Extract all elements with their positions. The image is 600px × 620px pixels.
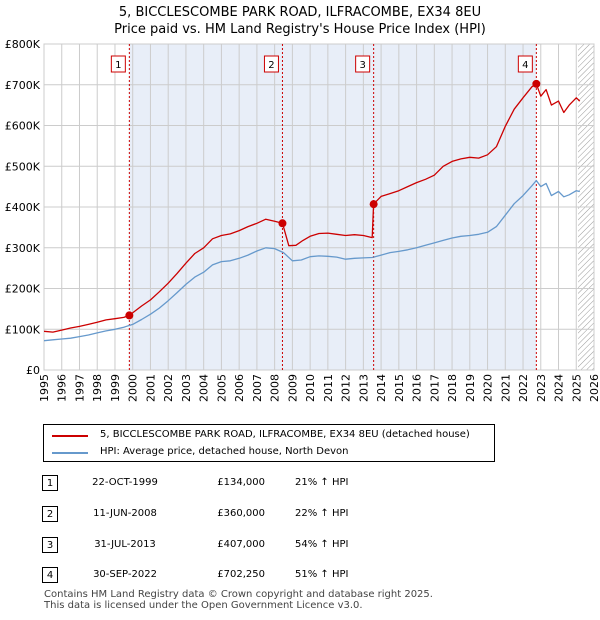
transaction-number: 1 (42, 475, 58, 491)
transaction-row: 3 31-JUL-2013 £407,000 54% ↑ HPI (0, 537, 600, 555)
transaction-date: 11-JUN-2008 (93, 508, 157, 519)
x-tick-label: 2018 (446, 374, 459, 402)
transaction-price: £702,250 (217, 569, 265, 580)
sale-marker (532, 79, 541, 88)
transaction-price: £407,000 (217, 539, 265, 550)
y-tick-label: £600K (5, 120, 41, 133)
legend-swatch-hpi (52, 452, 88, 454)
x-tick-label: 2003 (180, 374, 193, 402)
legend-item-hpi: HPI: Average price, detached house, Nort… (44, 444, 494, 462)
x-tick-label: 2019 (464, 374, 477, 402)
x-tick-label: 1996 (56, 374, 69, 402)
transaction-hpi-diff: 21% ↑ HPI (295, 477, 349, 488)
x-tick-label: 1995 (38, 374, 51, 402)
sale-number-label: 3 (359, 60, 365, 71)
chart-title-address: 5, BICCLESCOMBE PARK ROAD, ILFRACOMBE, E… (118, 5, 482, 20)
x-tick-label: 2025 (570, 374, 583, 402)
transaction-hpi-diff: 54% ↑ HPI (295, 539, 349, 550)
x-tick-label: 2005 (215, 374, 228, 402)
x-tick-label: 2021 (499, 374, 512, 402)
sale-marker (278, 219, 287, 228)
transaction-row: 4 30-SEP-2022 £702,250 51% ↑ HPI (0, 567, 600, 585)
sale-number-box (110, 55, 126, 73)
transaction-hpi-diff: 51% ↑ HPI (295, 569, 349, 580)
sale-number-box (263, 55, 279, 73)
y-tick-label: £200K (5, 283, 41, 296)
sale-marker (369, 200, 378, 209)
transaction-row: 2 11-JUN-2008 £360,000 22% ↑ HPI (0, 506, 600, 524)
y-tick-label: £300K (5, 242, 41, 255)
sale-number-box (517, 55, 533, 73)
x-tick-label: 2016 (411, 374, 424, 402)
y-tick-label: £0 (26, 364, 40, 377)
legend: 5, BICCLESCOMBE PARK ROAD, ILFRACOMBE, E… (43, 424, 495, 462)
transaction-price: £360,000 (217, 508, 265, 519)
sale-number-label: 1 (115, 60, 121, 71)
transaction-date: 31-JUL-2013 (94, 539, 156, 550)
transaction-date: 22-OCT-1999 (92, 477, 158, 488)
x-tick-label: 1997 (73, 374, 86, 402)
x-tick-label: 2014 (375, 374, 388, 402)
x-tick-label: 2010 (304, 374, 317, 402)
x-tick-label: 2023 (535, 374, 548, 402)
x-tick-label: 2022 (517, 374, 530, 402)
x-tick-label: 2020 (482, 374, 495, 402)
legend-swatch-property (52, 435, 88, 437)
transaction-number: 2 (42, 506, 58, 522)
sale-marker (125, 311, 134, 320)
price-chart: 1 2 3 4 £0 £100K £200K £300K £400K £500K £600K £70… (5, 38, 600, 402)
x-tick-label: 2006 (233, 374, 246, 402)
x-tick-label: 2024 (553, 374, 566, 402)
legend-item-property: 5, BICCLESCOMBE PARK ROAD, ILFRACOMBE, E… (44, 427, 494, 445)
x-tick-label: 2012 (340, 374, 353, 402)
x-tick-label: 1998 (91, 374, 104, 402)
x-tick-label: 2004 (198, 374, 211, 402)
legend-label-property: 5, BICCLESCOMBE PARK ROAD, ILFRACOMBE, E… (100, 429, 470, 440)
x-tick-label: 2009 (286, 374, 299, 402)
transaction-number: 3 (42, 537, 58, 553)
x-tick-label: 2011 (322, 374, 335, 402)
x-tick-label: 2017 (428, 374, 441, 402)
transaction-number: 4 (42, 567, 58, 583)
x-tick-label: 1999 (109, 374, 122, 402)
x-tick-label: 2026 (588, 374, 600, 402)
x-tick-label: 2007 (251, 374, 264, 402)
y-tick-label: £800K (5, 38, 41, 51)
x-tick-label: 2000 (127, 374, 140, 402)
transaction-hpi-diff: 22% ↑ HPI (295, 508, 349, 519)
y-tick-label: £400K (5, 201, 41, 214)
transaction-price: £134,000 (217, 477, 265, 488)
transaction-row: 1 22-OCT-1999 £134,000 21% ↑ HPI (0, 475, 600, 493)
sale-number-label: 2 (268, 60, 274, 71)
plot-border (43, 43, 595, 371)
legend-label-hpi: HPI: Average price, detached house, Nort… (100, 446, 349, 457)
transaction-date: 30-SEP-2022 (93, 569, 157, 580)
chart-subtitle: Price paid vs. HM Land Registry's House … (114, 22, 486, 37)
y-tick-label: £100K (5, 323, 41, 336)
x-tick-label: 2002 (162, 374, 175, 402)
property-price-line (44, 83, 581, 333)
copyright-footer: Contains HM Land Registry data © Crown c… (44, 589, 433, 611)
x-tick-label: 2001 (144, 374, 157, 402)
y-tick-label: £700K (5, 79, 41, 92)
sale-number-label: 4 (522, 60, 528, 71)
hpi-line (44, 179, 580, 342)
y-tick-label: £500K (5, 160, 41, 173)
sale-number-box (355, 55, 371, 73)
x-tick-label: 2008 (269, 374, 282, 402)
x-tick-label: 2015 (393, 374, 406, 402)
x-tick-label: 2013 (357, 374, 370, 402)
